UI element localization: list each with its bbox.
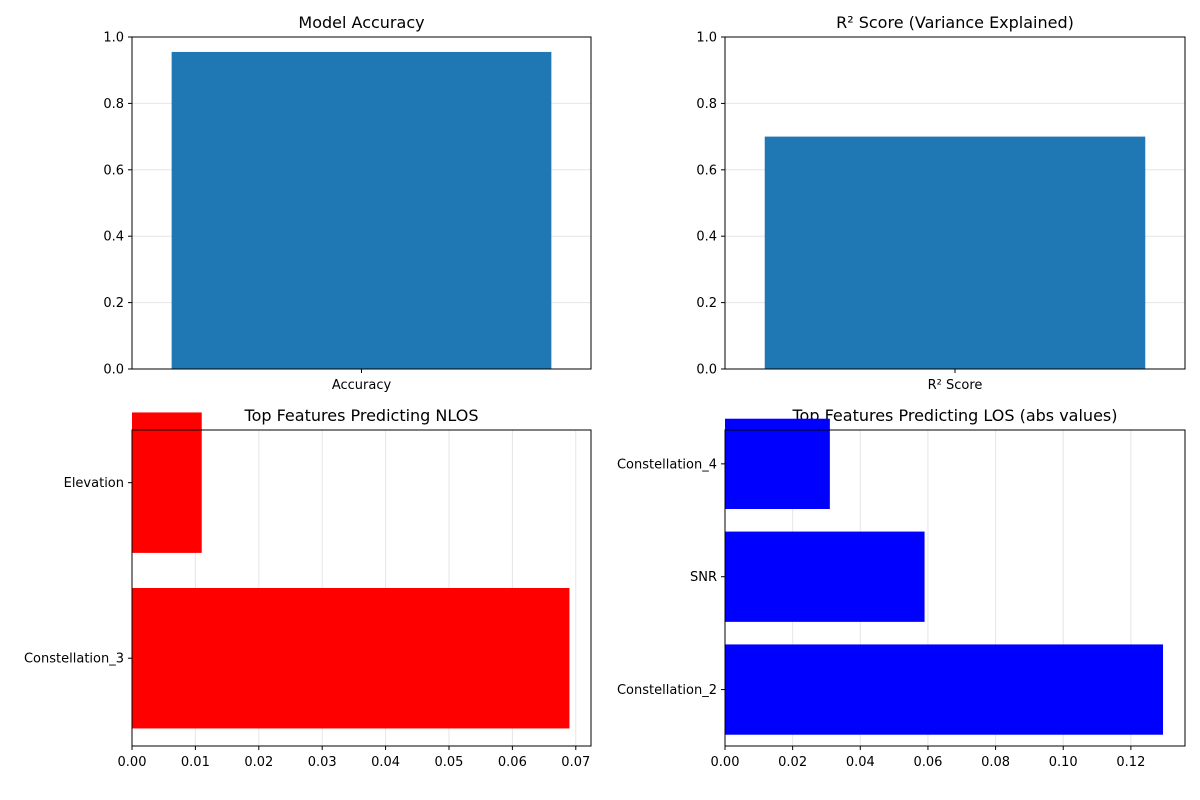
x-tick-label: 0.05 (435, 755, 464, 770)
axes-frame (724, 429, 1186, 747)
bar-constellation-4 (725, 418, 830, 509)
x-tick-label: 0.06 (913, 755, 942, 770)
x-tick-label: 0.00 (711, 755, 740, 770)
x-tick-label: 0.02 (244, 755, 273, 770)
y-tick-label: Constellation_2 (617, 683, 717, 698)
x-tick-label: 0.03 (308, 755, 337, 770)
y-tick-label: 0.8 (696, 97, 717, 112)
y-tick-label: 0.6 (696, 163, 717, 178)
y-tick-label: Constellation_4 (617, 457, 717, 472)
chart-title: R² Score (Variance Explained) (836, 13, 1074, 32)
chart-title: Top Features Predicting LOS (abs values) (792, 406, 1118, 425)
x-tick-label: 0.06 (498, 755, 527, 770)
x-tick-label: 0.04 (846, 755, 875, 770)
y-tick-label: Constellation_3 (24, 652, 124, 667)
y-tick-label: SNR (690, 570, 717, 585)
x-tick-label: 0.02 (778, 755, 807, 770)
chart-title: Top Features Predicting NLOS (244, 406, 479, 425)
bar-r-score (764, 136, 1146, 369)
x-tick-label: 0.08 (981, 755, 1010, 770)
y-tick-label: 0.0 (696, 363, 717, 378)
chart-panel-4: Top Features Predicting LOS (abs values)… (617, 406, 1186, 770)
chart-panel-1: Model Accuracy 0.0 0.2 0.4 0.6 0.8 1.0 Accuracy (103, 13, 592, 393)
chart-panel-3: Top Features Predicting NLOS 0.00 0.01 0.02… (24, 406, 592, 770)
chart-title: Model Accuracy (298, 13, 424, 32)
bar-snr (725, 531, 925, 622)
bar-constellation-3 (132, 588, 570, 729)
y-tick-label: 1.0 (696, 31, 717, 46)
axes-frame (724, 36, 1186, 370)
bar-elevation (132, 412, 202, 553)
y-tick-label: 0.2 (103, 296, 124, 311)
y-tick-label: 0.6 (103, 163, 124, 178)
y-tick-label: 0.2 (696, 296, 717, 311)
bar-constellation-2 (725, 644, 1164, 735)
x-tick-label: 0.04 (371, 755, 400, 770)
axes-frame (131, 36, 592, 370)
y-tick-label: Elevation (64, 476, 124, 491)
y-tick-label: 0.0 (103, 363, 124, 378)
axes-frame (131, 429, 592, 747)
x-tick-label: 0.07 (561, 755, 590, 770)
x-tick-label: 0.01 (181, 755, 210, 770)
x-tick-label: Accuracy (332, 378, 392, 393)
chart-panel-2: R² Score (Variance Explained) 0.0 0.2 0.4 0.… (696, 13, 1186, 393)
y-tick-label: 0.4 (103, 230, 124, 245)
y-tick-label: 0.4 (696, 230, 717, 245)
x-tick-label: R² Score (928, 378, 983, 393)
x-tick-label: 0.12 (1116, 755, 1145, 770)
x-tick-label: 0.00 (118, 755, 147, 770)
y-tick-label: 0.8 (103, 97, 124, 112)
y-tick-label: 1.0 (103, 31, 124, 46)
bar-accuracy (171, 51, 552, 369)
x-tick-label: 0.10 (1049, 755, 1078, 770)
